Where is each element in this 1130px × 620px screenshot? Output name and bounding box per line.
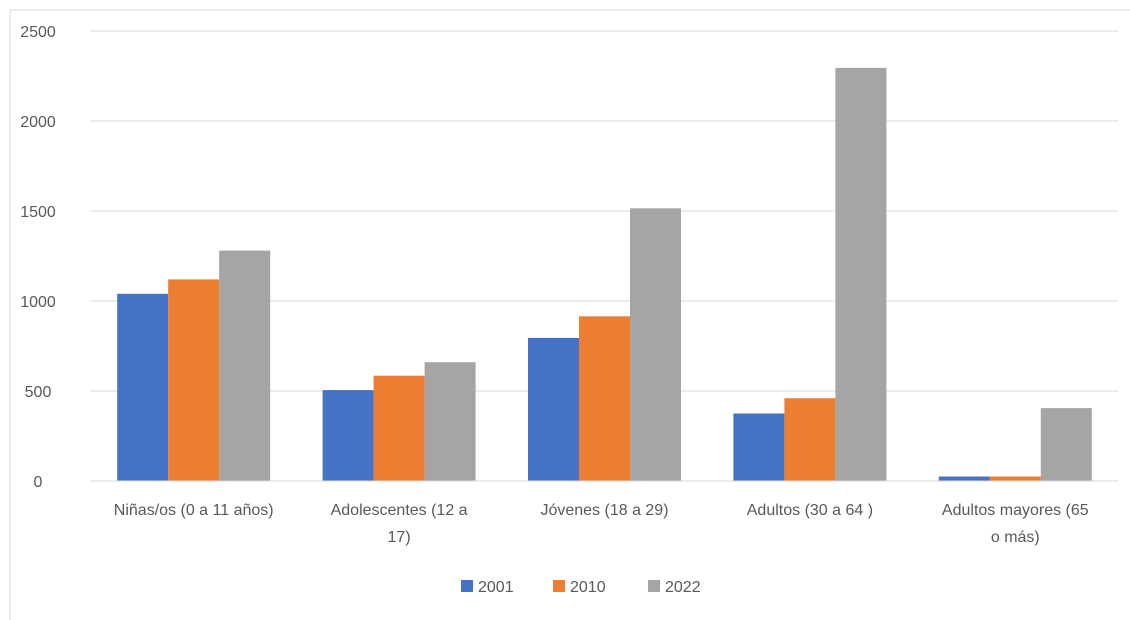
bar-2001-category-2 bbox=[322, 390, 374, 481]
legend-swatch-2001 bbox=[461, 580, 473, 592]
y-tick-label: 1500 bbox=[20, 204, 56, 221]
bar-2001-category-5 bbox=[938, 476, 990, 481]
legend-label-2001: 2001 bbox=[478, 579, 514, 596]
bar-2010-category-4 bbox=[784, 398, 836, 481]
bar-2010-category-3 bbox=[579, 316, 630, 481]
y-axis-tick-labels: 0 500 1000 1500 2000 2500 bbox=[20, 24, 56, 491]
bar-2022-category-3 bbox=[630, 208, 681, 482]
x-category-label: Niñas/os (0 a 11 años) bbox=[114, 502, 274, 519]
x-category-label: 17) bbox=[388, 529, 411, 546]
bar-2010-category-2 bbox=[373, 375, 425, 481]
bar-2001-category-3 bbox=[528, 337, 579, 481]
legend-label-2010: 2010 bbox=[570, 579, 606, 596]
bar-2010-category-5 bbox=[989, 476, 1041, 481]
y-tick-label: 2000 bbox=[20, 114, 56, 131]
x-category-label: Adolescentes (12 a bbox=[331, 502, 468, 519]
x-category-label: o más) bbox=[991, 529, 1040, 546]
bar-2022-category-1 bbox=[219, 250, 271, 481]
bar-2010-category-1 bbox=[168, 279, 220, 481]
legend-swatch-2022 bbox=[648, 580, 660, 592]
x-category-label: Adultos (30 a 64 ) bbox=[747, 502, 873, 519]
bar-2001-category-4 bbox=[733, 413, 785, 481]
bar-2001-category-1 bbox=[117, 293, 169, 481]
bars bbox=[117, 67, 1092, 482]
y-tick-label: 2500 bbox=[20, 24, 56, 41]
bar-2022-category-2 bbox=[424, 362, 476, 481]
x-axis-category-labels: Niñas/os (0 a 11 años) Adolescentes (12 a… bbox=[114, 502, 1089, 546]
chart-frame bbox=[9, 9, 1130, 620]
bar-2022-category-5 bbox=[1040, 408, 1092, 481]
legend: 2001 2010 2022 bbox=[461, 579, 701, 596]
x-category-label: Adultos mayores (65 bbox=[942, 502, 1089, 519]
bar-2022-category-4 bbox=[835, 67, 887, 482]
legend-swatch-2010 bbox=[553, 580, 565, 592]
y-tick-label: 0 bbox=[34, 474, 43, 491]
legend-label-2022: 2022 bbox=[665, 579, 701, 596]
y-tick-label: 1000 bbox=[20, 294, 56, 311]
y-tick-label: 500 bbox=[25, 384, 52, 401]
x-category-label: Jóvenes (18 a 29) bbox=[540, 502, 668, 519]
